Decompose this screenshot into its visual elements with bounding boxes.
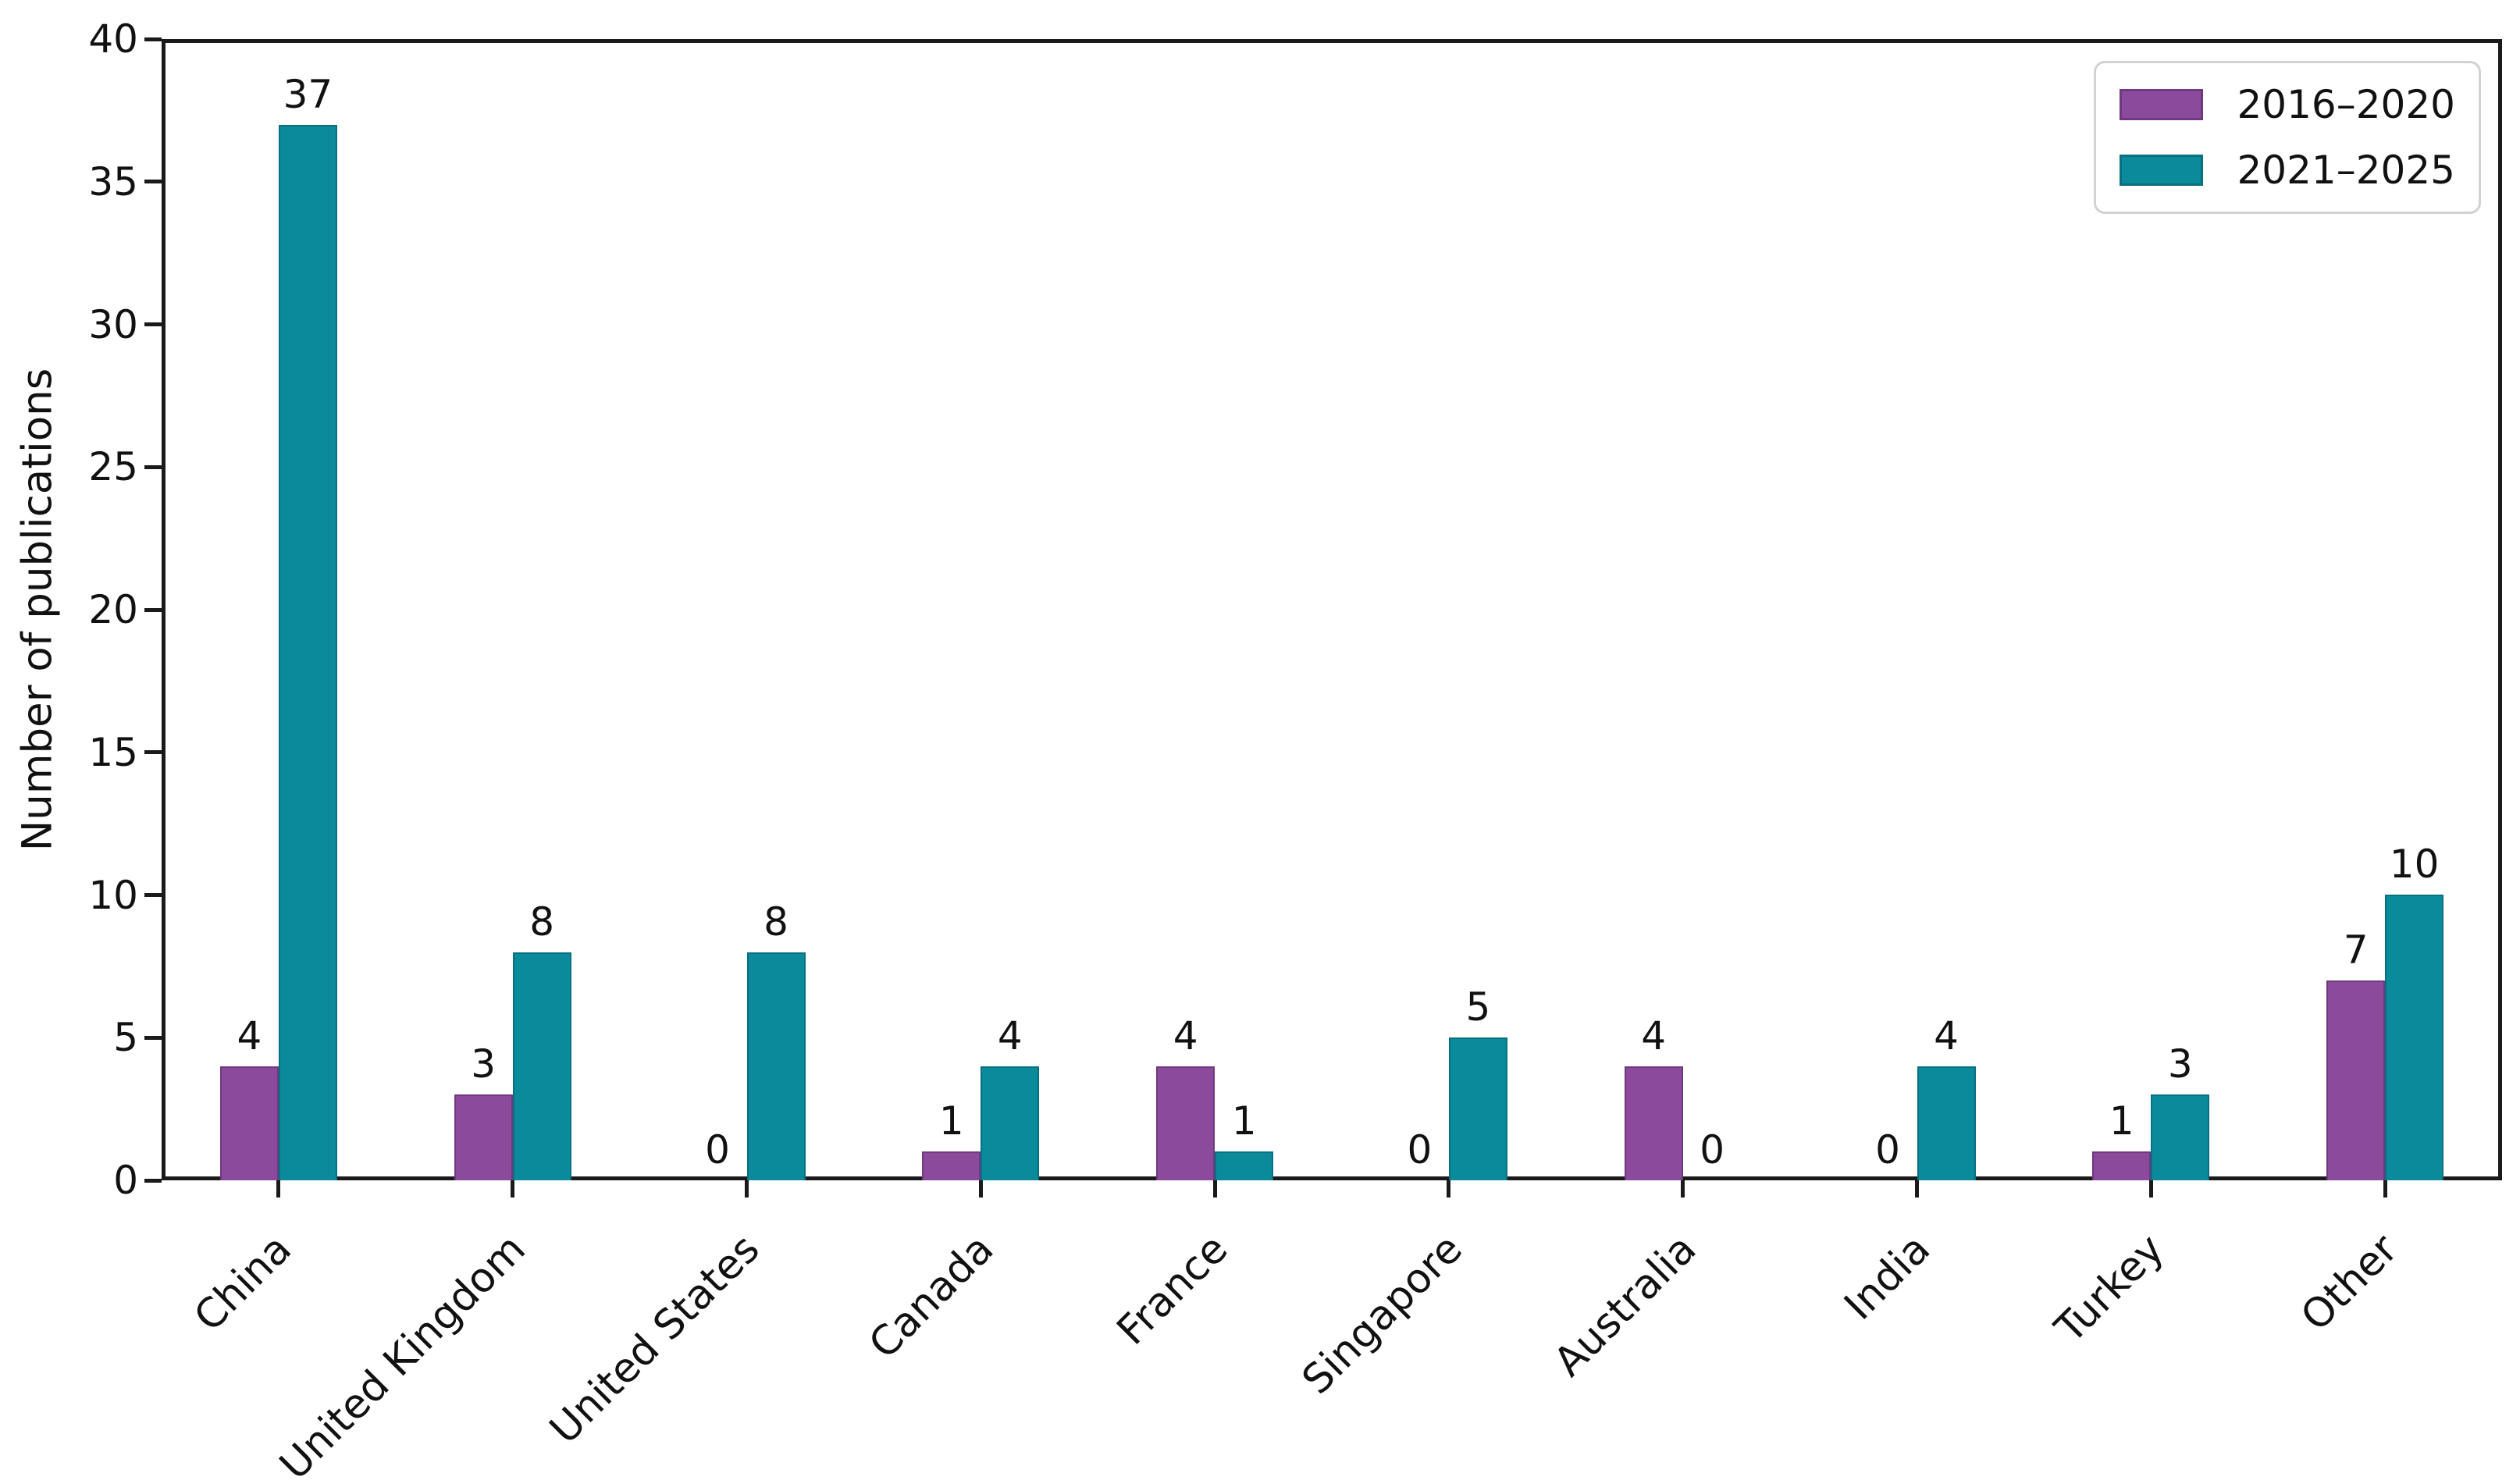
bar-2016-2020-canada <box>922 1151 981 1180</box>
legend-label: 2021–2025 <box>2237 148 2456 193</box>
y-tick-mark <box>144 607 162 612</box>
y-tick-label: 20 <box>88 587 138 632</box>
y-tick-mark <box>144 37 162 41</box>
bar-2016-2020-australia <box>1624 1066 1683 1180</box>
y-tick-label: 25 <box>88 444 138 490</box>
bar-value-label: 4 <box>1173 1013 1198 1059</box>
x-tick-label-text: China <box>185 1226 301 1341</box>
bar-value-label: 4 <box>1934 1013 1959 1059</box>
bar-2021-2025-united-kingdom <box>512 952 571 1180</box>
x-tick-mark <box>1915 1180 1919 1198</box>
y-tick-label: 15 <box>88 729 138 775</box>
bar-value-label: 3 <box>471 1041 497 1087</box>
bar-2016-2020-france <box>1156 1066 1216 1180</box>
x-tick-mark <box>2383 1180 2387 1198</box>
x-tick-label-text: France <box>1108 1226 1237 1354</box>
x-tick-mark <box>1447 1180 1451 1198</box>
bar-value-label: 1 <box>2109 1098 2134 1144</box>
x-tick-mark <box>511 1180 515 1198</box>
y-tick-mark <box>144 322 162 326</box>
bar-value-label: 3 <box>2167 1041 2193 1087</box>
x-tick-label-text: United Kingdom <box>271 1226 536 1484</box>
x-tick-label-text: Canada <box>860 1226 1003 1368</box>
x-tick-mark <box>745 1180 749 1198</box>
legend-swatch <box>2120 89 2203 120</box>
bar-value-label: 4 <box>997 1013 1023 1059</box>
x-tick-mark <box>1681 1180 1685 1198</box>
y-tick-mark <box>144 1035 162 1040</box>
x-tick-label-text: Turkey <box>2046 1226 2173 1353</box>
legend-row-2016-2020: 2016–2020 <box>2120 82 2455 127</box>
y-tick-mark <box>144 464 162 469</box>
x-tick-label-text: United States <box>541 1226 769 1454</box>
x-tick-label-text: Australia <box>1545 1226 1706 1386</box>
y-tick-label: 0 <box>113 1158 138 1203</box>
bar-value-label: 37 <box>283 72 333 117</box>
bar-2021-2025-india <box>1917 1066 1976 1180</box>
y-tick-label: 40 <box>88 16 138 62</box>
y-tick-label: 30 <box>88 301 138 347</box>
bar-2021-2025-singapore <box>1448 1037 1507 1180</box>
y-tick-mark <box>144 1178 162 1183</box>
bar-2021-2025-canada <box>981 1066 1040 1180</box>
bar-2016-2020-united-kingdom <box>454 1094 513 1180</box>
y-tick-mark <box>144 750 162 755</box>
legend: 2016–2020 2021–2025 <box>2094 61 2481 214</box>
legend-swatch <box>2120 155 2203 186</box>
bar-2016-2020-turkey <box>2092 1151 2152 1180</box>
bar-2021-2025-united-states <box>746 952 806 1180</box>
bar-2021-2025-other <box>2385 895 2444 1180</box>
bar-value-label: 0 <box>1875 1127 1900 1173</box>
bar-value-label: 0 <box>1700 1127 1725 1173</box>
x-tick-mark <box>1212 1180 1217 1198</box>
bar-value-label: 8 <box>763 899 788 945</box>
x-tick-label-text: Singapore <box>1293 1226 1472 1404</box>
bar-value-label: 4 <box>237 1013 262 1059</box>
bar-value-label: 1 <box>1231 1098 1257 1144</box>
bar-2016-2020-other <box>2326 980 2386 1180</box>
x-tick-label-text: Other <box>2292 1226 2408 1340</box>
y-tick-label: 10 <box>88 872 138 918</box>
bar-2021-2025-turkey <box>2151 1094 2210 1180</box>
bar-value-label: 4 <box>1641 1013 1667 1059</box>
bar-value-label: 1 <box>938 1098 964 1144</box>
y-tick-mark <box>144 180 162 184</box>
legend-row-2021-2025: 2021–2025 <box>2120 148 2455 193</box>
legend-label: 2016–2020 <box>2237 82 2456 127</box>
bar-2021-2025-china <box>278 125 337 1180</box>
bar-value-label: 7 <box>2343 927 2369 973</box>
x-tick-label-text: India <box>1835 1226 1939 1329</box>
y-tick-mark <box>144 893 162 897</box>
bar-value-label: 5 <box>1465 984 1491 1030</box>
bar-2016-2020-china <box>219 1066 279 1180</box>
bar-value-label: 10 <box>2389 842 2440 887</box>
y-tick-label: 35 <box>88 158 138 205</box>
x-tick-mark <box>2148 1180 2153 1198</box>
bar-value-label: 0 <box>705 1127 730 1173</box>
bar-value-label: 0 <box>1407 1127 1433 1173</box>
x-tick-mark <box>978 1180 983 1198</box>
y-tick-label: 5 <box>113 1015 138 1061</box>
x-tick-mark <box>276 1180 281 1198</box>
bar-value-label: 8 <box>529 899 555 945</box>
bar-2021-2025-france <box>1215 1151 1274 1180</box>
